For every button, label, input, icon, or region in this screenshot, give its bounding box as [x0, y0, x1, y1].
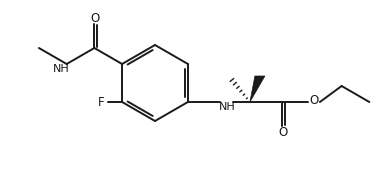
Text: O: O [91, 12, 100, 25]
Text: O: O [309, 95, 319, 108]
Text: NH: NH [53, 64, 70, 74]
Text: O: O [278, 127, 288, 140]
Polygon shape [250, 76, 265, 102]
Text: F: F [98, 96, 104, 109]
Text: NH: NH [218, 102, 235, 112]
